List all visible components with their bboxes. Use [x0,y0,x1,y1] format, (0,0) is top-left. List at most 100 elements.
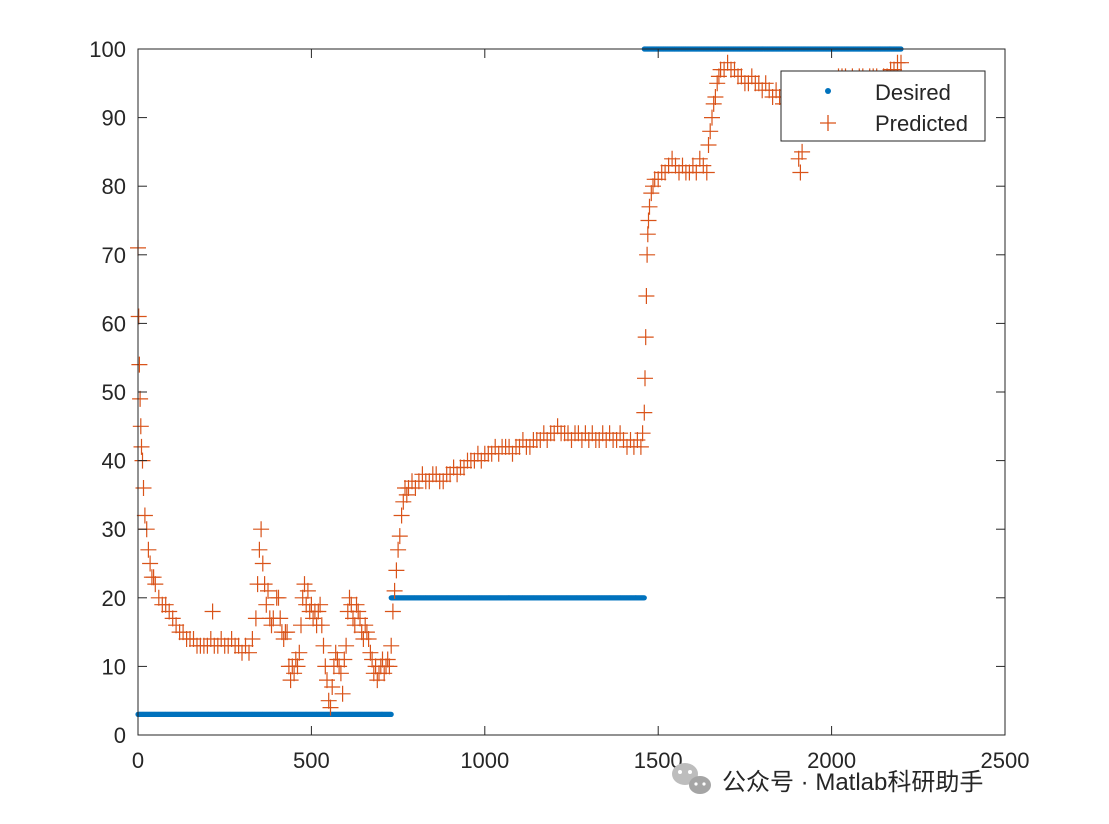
predicted-point [133,438,150,455]
predicted-point [383,637,400,654]
predicted-point [147,576,164,593]
predicted-point [435,473,452,490]
x-tick-label: 0 [132,748,144,773]
predicted-point [390,541,407,558]
y-tick-label: 70 [102,243,126,268]
predicted-point [270,589,287,606]
predicted-series [130,54,909,716]
predicted-point [539,432,556,448]
predicted-point [643,185,660,202]
predicted-point [244,631,261,647]
y-axis: 0 10 20 30 40 50 60 70 80 90 100 [89,37,1005,748]
x-tick-label: 2000 [807,748,856,773]
predicted-point [327,644,344,661]
predicted-point [369,672,386,689]
predicted-point [521,438,538,455]
watermark: 公众号 · Matlab科研助手 [672,763,983,796]
predicted-point [256,576,273,593]
predicted-point [204,603,221,620]
predicted-point [386,582,403,599]
predicted-point [381,658,398,675]
predicted-point [398,486,415,503]
predicted-point [286,665,303,682]
predicted-point [695,157,712,174]
predicted-point [360,631,377,647]
predicted-point [260,582,276,599]
x-tick-label: 500 [293,748,330,773]
predicted-point [490,445,507,462]
y-tick-label: 20 [102,586,126,611]
predicted-point [251,541,268,558]
predicted-point [132,418,149,435]
predicted-point [287,651,304,668]
predicted-point [639,246,656,263]
predicted-point [348,596,365,613]
predicted-point [473,452,490,469]
predicted-point [332,665,349,682]
predicted-point [136,507,153,524]
predicted-point [293,617,309,634]
predicted-point [650,171,667,188]
predicted-point [384,603,401,620]
y-tick-label: 0 [114,723,126,748]
predicted-point [700,137,717,153]
watermark-text: 公众号 · Matlab科研助手 [722,769,983,796]
predicted-point [709,75,726,92]
legend: Desired Predicted [780,70,986,142]
predicted-point [757,75,774,92]
predicted-point [726,61,743,78]
predicted-point [637,370,653,387]
legend-box [780,70,986,142]
predicted-point [131,356,148,373]
predicted-point [395,493,412,510]
y-tick-label: 10 [102,654,126,679]
predicted-point [691,150,708,167]
y-tick-label: 100 [89,37,126,62]
predicted-point [637,329,654,346]
y-tick-label: 90 [102,106,126,131]
predicted-point [322,699,339,716]
predicted-point [161,603,178,620]
desired-point [388,711,394,718]
predicted-point [504,445,521,462]
predicted-point [168,617,185,634]
plot-area [138,49,1005,735]
predicted-point [391,528,408,545]
legend-predicted-marker [820,115,836,131]
predicted-point [334,685,351,702]
predicted-point [792,164,809,181]
predicted-point [636,404,653,421]
predicted-point [272,610,289,627]
predicted-point [388,562,405,579]
predicted-point [362,644,379,661]
predicted-point [263,617,280,634]
predicted-point [719,54,736,71]
predicted-point [358,624,375,641]
y-tick-label: 60 [102,311,126,336]
predicted-point [407,480,424,496]
x-axis: 0 500 1000 1500 2000 2500 [132,49,1029,773]
y-tick-label: 40 [102,449,126,474]
wechat-icon [672,763,711,794]
predicted-point [237,637,254,654]
predicted-point [312,596,329,613]
predicted-point [639,226,656,243]
x-tick-label: 1000 [460,748,509,773]
predicted-point [641,198,658,215]
predicted-point [612,425,629,442]
y-tick-label: 50 [102,380,126,405]
predicted-point [254,555,271,572]
predicted-point [350,603,367,620]
predicted-point [338,637,355,654]
predicted-point [282,672,299,689]
predicted-point [275,631,292,647]
predicted-point [638,288,655,304]
predicted-point [247,610,264,627]
predicted-point [223,631,240,647]
predicted-point [794,143,811,160]
legend-desired-marker [825,88,831,94]
predicted-point [705,95,722,112]
predicted-point [313,617,330,634]
predicted-point [357,617,374,634]
